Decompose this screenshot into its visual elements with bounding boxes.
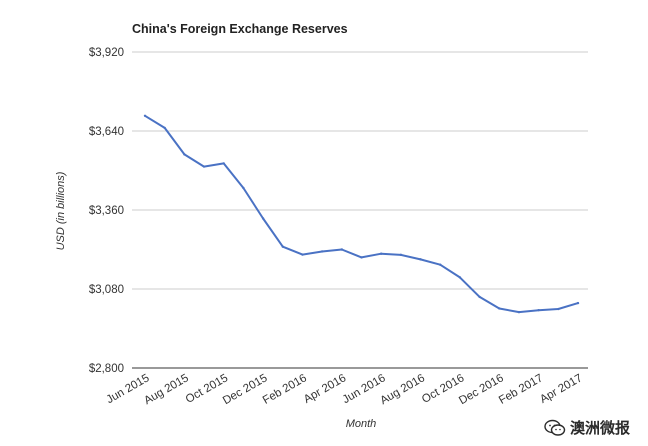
series-line [144, 114, 579, 314]
x-tick-label: Apr 2016 [302, 372, 348, 406]
data-point [301, 253, 304, 256]
data-point [281, 245, 284, 248]
data-point [143, 114, 147, 117]
y-tick-label: $3,360 [89, 205, 124, 217]
data-point [222, 162, 225, 165]
data-point [557, 307, 560, 311]
y-tick-label: $2,800 [89, 363, 124, 375]
data-point [517, 310, 521, 314]
chart-title: China's Foreign Exchange Reserves [132, 22, 348, 36]
data-point [439, 263, 442, 266]
data-point [458, 276, 462, 279]
data-point [537, 308, 540, 312]
data-point [242, 186, 245, 190]
y-tick-label: $3,640 [89, 126, 124, 138]
data-point [478, 295, 481, 299]
data-point [163, 126, 166, 130]
data-point [419, 258, 422, 261]
data-point [261, 217, 265, 220]
x-tick-label: Apr 2017 [538, 372, 584, 406]
data-point [340, 248, 344, 251]
wechat-icon [544, 419, 566, 436]
data-point [183, 153, 186, 156]
data-point [576, 301, 580, 305]
y-axis-label: USD (in billions) [55, 171, 67, 250]
y-tick-label: $3,080 [89, 284, 124, 296]
x-tick-label: Feb 2016 [261, 372, 309, 407]
watermark: 澳洲微报 [544, 417, 630, 438]
x-tick-label: Dec 2015 [221, 372, 270, 407]
x-tick-label: Dec 2016 [457, 372, 506, 407]
series-group [143, 114, 580, 314]
data-point [320, 250, 324, 253]
x-tick-label: Aug 2015 [142, 372, 191, 407]
gridlines [132, 51, 588, 369]
x-tick-label: Aug 2016 [378, 372, 427, 407]
data-point [379, 252, 383, 255]
x-tick-label: Feb 2017 [497, 372, 545, 407]
data-point [399, 253, 403, 257]
watermark-text: 澳洲微报 [569, 419, 630, 437]
data-point [202, 165, 206, 168]
data-point [360, 256, 363, 259]
y-axis-ticks: $2,800 $3,080 $3,360 $3,640 $3,920 [89, 47, 124, 375]
data-point [498, 307, 501, 310]
y-tick-label: $3,920 [89, 47, 124, 59]
x-axis-label: Month [346, 418, 377, 430]
